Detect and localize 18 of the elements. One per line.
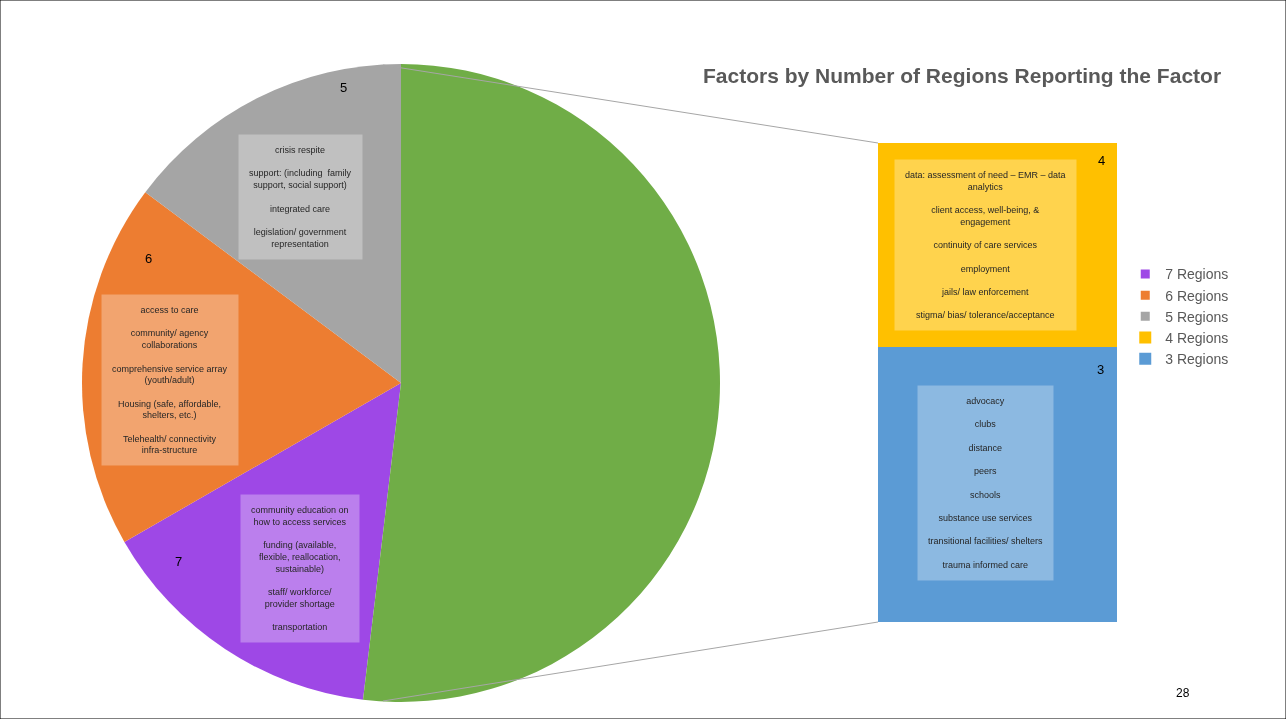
text: advocacy clubs distance peers schools substance use services transitional facilities/ shelters trauma informed care bbox=[928, 396, 1043, 570]
legend-label: 6 Regions bbox=[1165, 287, 1229, 304]
chart-title: Factors by Number of Regions Reporting the Factor bbox=[703, 64, 1222, 87]
text: 6 bbox=[145, 251, 153, 266]
text: access to care community/ agency collaborations comprehensive service array (youth/adult) Housing (safe, affordable, shelters, etc.) Telehealth/ connectivity infra-structure bbox=[112, 305, 228, 456]
text: community education on how to access services funding (available, flexible, reallocation, sustainable) staff/ workforce/ provider shortage transportation bbox=[251, 505, 349, 632]
annotation: 3 bbox=[1097, 362, 1105, 377]
legend-label: 5 Regions bbox=[1165, 308, 1229, 325]
text: crisis respite support: (including family support, social support) integrated care legislation/ government representation bbox=[249, 145, 352, 249]
pie-slice bbox=[82, 192, 401, 542]
text: 7 bbox=[175, 554, 183, 569]
legend-label: 7 Regions bbox=[1165, 266, 1229, 283]
legend-label: 3 Regions bbox=[1165, 351, 1229, 368]
text: data: assessment of need – EMR – data analytics client access, well-being, & engagement continuity of care services employment jails/ law enforcement stigma/ bias/ tolerance/acceptance bbox=[905, 170, 1066, 321]
text: 28 bbox=[1176, 686, 1190, 700]
text: 5 bbox=[340, 80, 348, 95]
legend-label: 4 Regions bbox=[1165, 330, 1229, 347]
annotation: 4 bbox=[1098, 153, 1106, 168]
